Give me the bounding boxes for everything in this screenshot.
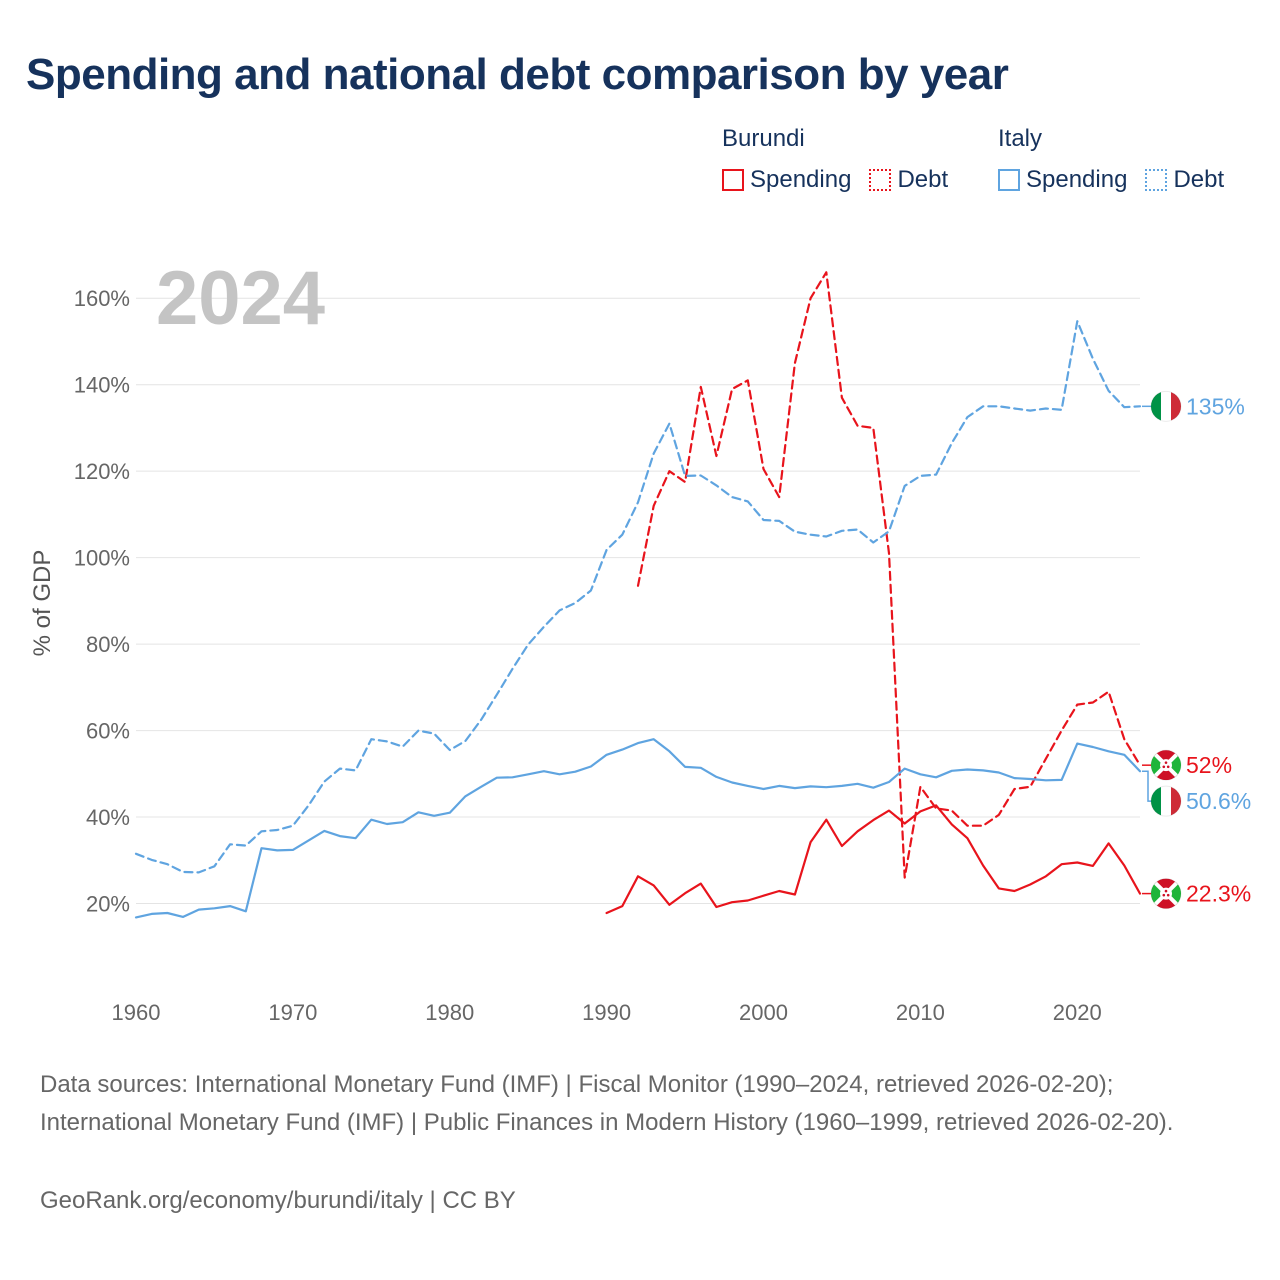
dotted-line-swatch-icon [1145,169,1168,191]
legend-item-italy-debt[interactable]: Debt [1145,166,1224,194]
legend-item-label: Debt [897,166,949,193]
data-sources-note: Data sources: International Monetary Fun… [40,1071,1174,1136]
y-tick-label: 140% [74,373,130,398]
legend-item-label: Spending [750,166,852,193]
end-value-label: 135% [1186,393,1245,419]
x-tick-label: 1990 [582,1000,631,1025]
line-chart: 20% 40% 60% 80% 100% 120% 140% 160% 1960 1970 198… [29,256,1251,1025]
x-tick-label: 1970 [268,1000,317,1025]
x-tick-label: 1960 [112,1000,161,1025]
end-value-label: 50.6% [1186,788,1251,814]
series-line-italy-spending[interactable] [134,738,1142,919]
x-tick-label: 2020 [1053,1000,1102,1025]
y-tick-label: 100% [74,546,130,571]
legend-group-title: Italy [998,125,1043,152]
y-tick-label: 60% [86,719,130,744]
y-tick-label: 120% [74,459,130,484]
x-tick-label: 2000 [739,1000,788,1025]
year-watermark: 2024 [156,256,325,341]
series-line-burundi-debt[interactable] [636,271,1142,879]
end-value-label: 22.3% [1186,881,1251,907]
solid-line-swatch-icon [722,169,744,191]
end-connector [1142,770,1151,802]
dotted-line-swatch-icon [869,169,892,191]
legend-item-burundi-debt[interactable]: Debt [869,166,948,194]
burundi-flag-icon [1150,878,1182,910]
y-tick-label: 40% [86,805,130,830]
italy-flag-icon [1150,785,1182,817]
legend-item-label: Debt [1173,166,1225,193]
solid-line-swatch-icon [998,169,1020,191]
end-value-label: 52% [1186,752,1232,778]
x-tick-label: 2010 [896,1000,945,1025]
legend-item-burundi-spending[interactable]: Spending [722,166,851,194]
italy-flag-icon [1150,390,1182,422]
series-lines [134,271,1142,919]
gridlines [136,297,1140,905]
chart-title: Spending and national debt comparison by… [26,50,1009,99]
series-line-burundi-spending[interactable] [605,804,1142,915]
credit-link[interactable]: GeoRank.org/economy/burundi/italy | CC B… [40,1187,516,1214]
y-tick-label: 160% [74,286,130,311]
end-markers: 135% 52% 50.6% 22.3% [1142,390,1251,910]
legend-item-label: Spending [1026,166,1128,193]
x-tick-label: 1980 [425,1000,474,1025]
series-line-italy-debt[interactable] [134,320,1142,874]
y-tick-label: 20% [86,892,130,917]
burundi-flag-icon [1150,749,1182,781]
x-axis-ticks: 1960 1970 1980 1990 2000 2010 2020 [112,1000,1102,1025]
legend-item-italy-spending[interactable]: Spending [998,166,1127,194]
y-axis-ticks: 20% 40% 60% 80% 100% 120% 140% 160% [74,286,130,916]
legend-group-title: Burundi [722,125,805,152]
legend-group-italy: Italy Spending Debt [998,124,1224,194]
legend-group-burundi: Burundi Spending Debt [722,124,948,194]
y-axis-label: % of GDP [29,550,56,657]
y-tick-label: 80% [86,632,130,657]
